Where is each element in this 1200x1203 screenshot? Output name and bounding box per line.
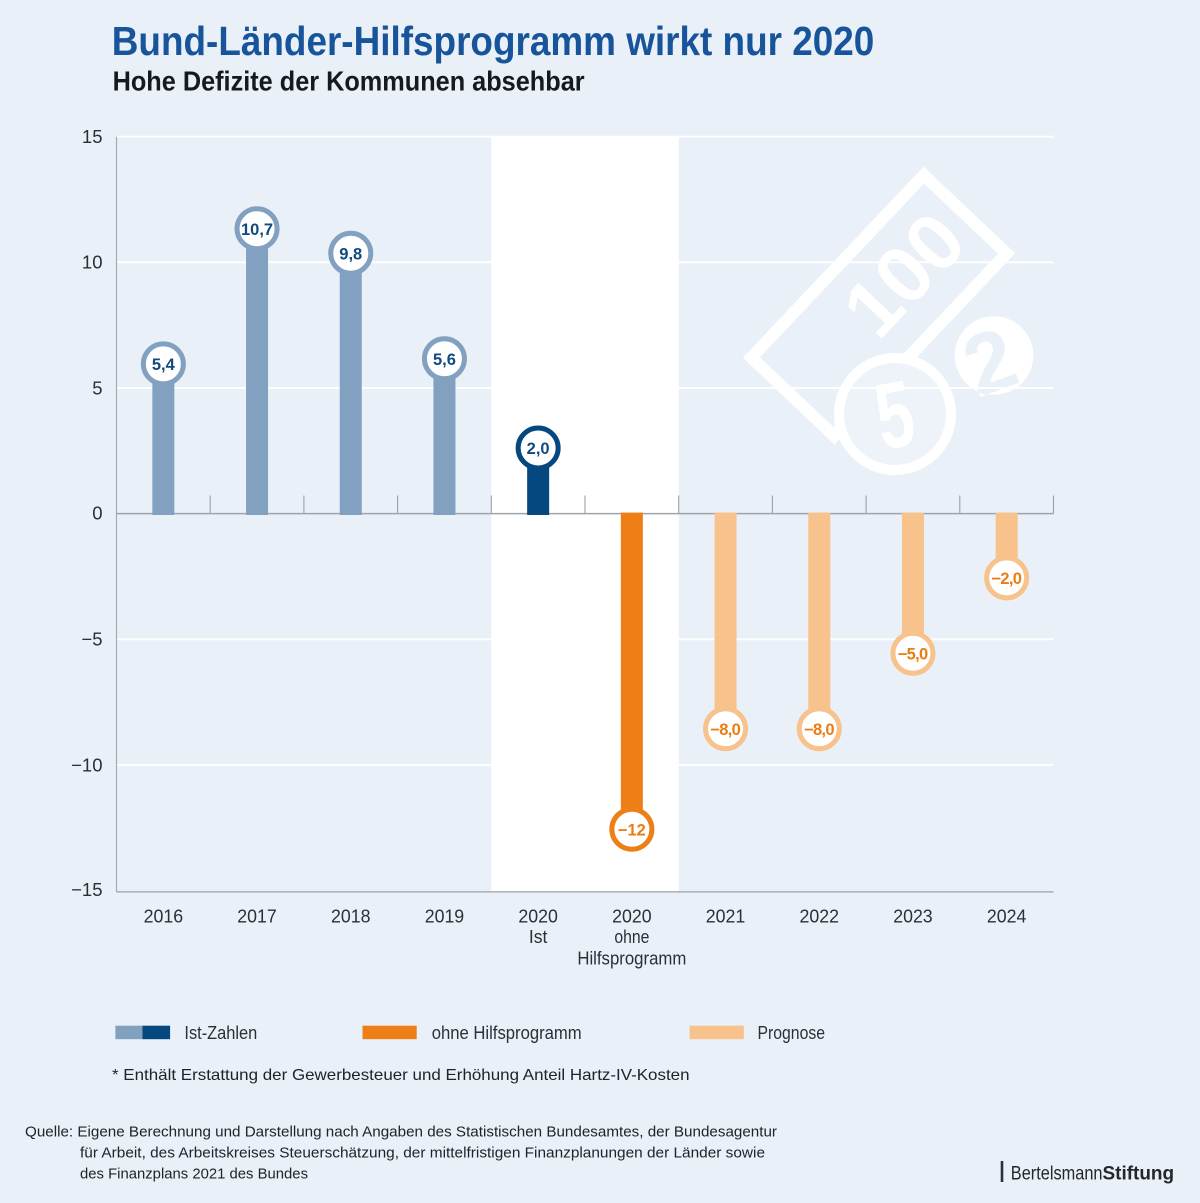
svg-text:2021: 2021 [706,906,746,927]
svg-text:5: 5 [92,377,102,398]
svg-text:Stiftung: Stiftung [1103,1163,1175,1184]
svg-text:2022: 2022 [800,906,840,927]
svg-text:9,8: 9,8 [339,246,362,264]
svg-text:ohne: ohne [614,926,649,947]
svg-text:−8,0: −8,0 [710,721,741,739]
svg-text:10,7: 10,7 [241,221,273,239]
svg-text:5,4: 5,4 [152,356,176,374]
svg-text:Hohe Defizite der Kommunen abs: Hohe Defizite der Kommunen absehbar [113,66,585,97]
svg-text:−8,0: −8,0 [804,721,835,739]
svg-text:2017: 2017 [237,906,277,927]
svg-text:Bertelsmann: Bertelsmann [1011,1163,1103,1184]
svg-text:* Enthält Erstattung der Gewer: * Enthält Erstattung der Gewerbesteuer u… [112,1067,690,1084]
svg-text:0: 0 [92,502,102,523]
svg-text:2018: 2018 [331,906,371,927]
svg-text:5,6: 5,6 [433,351,456,369]
svg-text:−2,0: −2,0 [991,570,1022,588]
svg-text:Bund-Länder-Hilfsprogramm wirk: Bund-Länder-Hilfsprogramm wirkt nur 2020 [112,18,875,64]
svg-text:2024: 2024 [987,906,1027,927]
svg-text:15: 15 [82,126,103,147]
svg-text:Hilfsprogramm: Hilfsprogramm [577,948,686,969]
svg-text:−10: −10 [71,754,102,775]
svg-text:2016: 2016 [144,906,184,927]
svg-text:ohne Hilfsprogramm: ohne Hilfsprogramm [432,1022,582,1043]
svg-text:−5,0: −5,0 [898,646,929,664]
svg-text:Ist: Ist [529,926,548,947]
svg-text:2023: 2023 [893,906,933,927]
svg-text:Ist-Zahlen: Ist-Zahlen [184,1022,257,1043]
svg-text:−12: −12 [618,821,646,839]
svg-text:2019: 2019 [425,906,465,927]
svg-text:−15: −15 [71,879,102,900]
svg-text:Quelle: Eigene Berechnung und: Quelle: Eigene Berechnung und Darstellun… [25,1125,777,1141]
svg-text:10: 10 [82,252,103,273]
svg-text:Prognose: Prognose [758,1022,826,1043]
svg-text:2,0: 2,0 [527,440,550,458]
svg-text:2020: 2020 [518,906,558,927]
svg-text:für Arbeit, des Arbeitskreises: für Arbeit, des Arbeitskreises Steuersch… [80,1146,765,1162]
svg-text:−5: −5 [81,629,102,650]
svg-text:2020: 2020 [612,906,652,927]
svg-text:des Finanzplans 2021 des Bunde: des Finanzplans 2021 des Bundes [80,1166,308,1182]
